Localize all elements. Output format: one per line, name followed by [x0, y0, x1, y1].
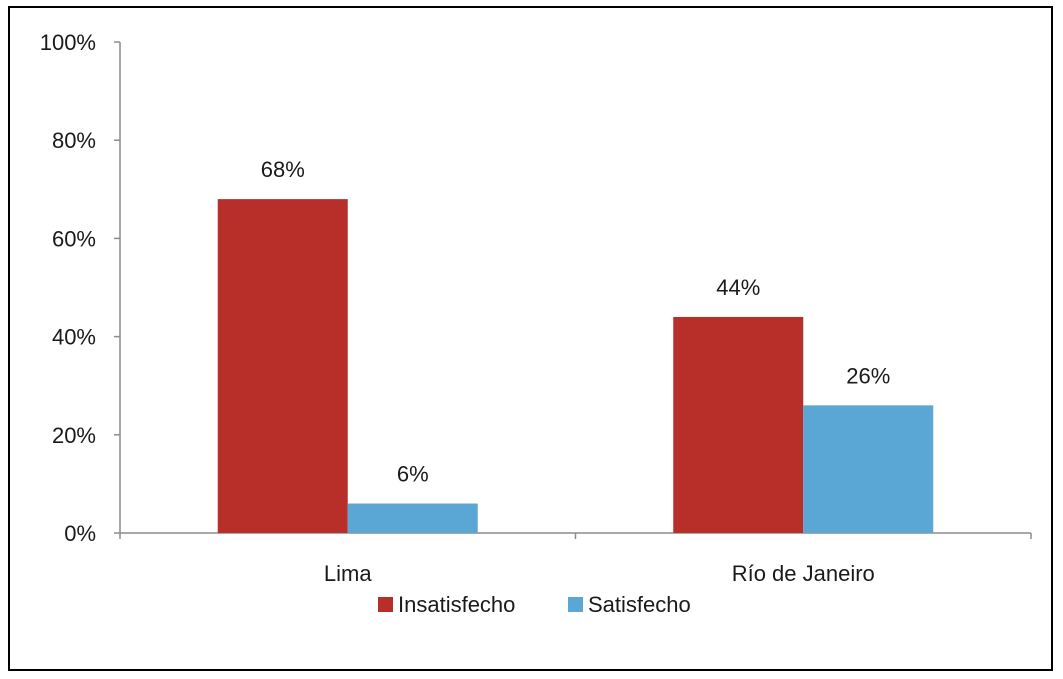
chart-legend: Insatisfecho Satisfecho [378, 592, 691, 617]
bar-chart: 0% 20% 40% 60% 80% 100% 68% 6% Lima 44% 26% Río de… [40, 30, 1032, 617]
bar-insatisfecho-0 [217, 199, 348, 533]
bar-satisfecho-0 [347, 503, 478, 533]
data-label: 68% [261, 157, 305, 182]
bar-insatisfecho-1 [673, 316, 804, 533]
y-tick-label: 0% [64, 521, 96, 546]
legend-label: Satisfecho [588, 592, 691, 617]
chart-labels: 68% 6% Lima 44% 26% Río de Janeiro [261, 157, 891, 586]
legend-swatch-satisfecho [568, 597, 583, 612]
legend-swatch-insatisfecho [378, 597, 393, 612]
chart-axes: 0% 20% 40% 60% 80% 100% [40, 30, 1032, 546]
legend-label: Insatisfecho [398, 592, 515, 617]
chart-bars [217, 199, 934, 533]
data-label: 44% [716, 275, 760, 300]
y-tick-label: 80% [52, 128, 96, 153]
chart-frame: 0% 20% 40% 60% 80% 100% 68% 6% Lima 44% 26% Río de… [8, 6, 1053, 671]
bar-satisfecho-1 [803, 405, 934, 533]
x-category-label: Lima [324, 561, 372, 586]
y-tick-label: 40% [52, 325, 96, 350]
y-tick-label: 60% [52, 226, 96, 251]
data-label: 6% [397, 462, 429, 487]
x-category-label: Río de Janeiro [732, 561, 875, 586]
y-tick-label: 20% [52, 423, 96, 448]
y-tick-label: 100% [40, 30, 96, 55]
data-label: 26% [846, 363, 890, 388]
